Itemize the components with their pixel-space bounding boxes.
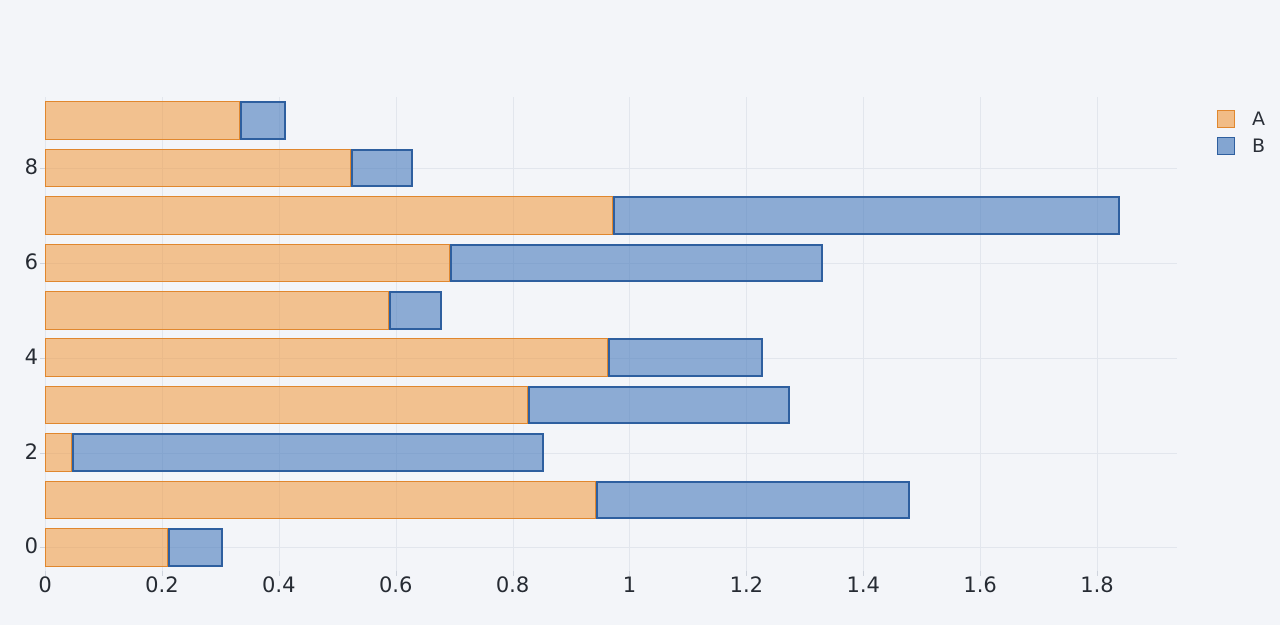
bar-segment-a-cat9 <box>45 101 240 140</box>
x-axis-tick <box>161 571 163 576</box>
y-tick-label: 2 <box>24 439 38 464</box>
bar-segment-b-cat3 <box>527 385 791 425</box>
bar-segment-b-cat1 <box>596 480 910 520</box>
legend-item-a: A <box>1217 107 1265 130</box>
x-tick-label: 1.6 <box>963 573 997 597</box>
y-axis-tick <box>40 357 45 359</box>
bar-segment-a-cat3 <box>45 385 528 425</box>
gridline-vertical <box>395 97 397 571</box>
bar-segment-b-cat4 <box>608 338 763 377</box>
x-axis-tick <box>1096 571 1098 576</box>
x-tick-label: 0.6 <box>378 573 413 597</box>
y-axis-tick <box>40 168 45 170</box>
bar-segment-b-cat5 <box>389 291 443 330</box>
legend-label-b: B <box>1252 134 1266 157</box>
legend-swatch-b-icon <box>1217 136 1235 155</box>
x-axis-tick <box>512 571 514 576</box>
y-tick-label: 6 <box>24 249 38 274</box>
plot-area <box>45 97 1177 571</box>
bar-segment-b-cat9 <box>239 101 286 140</box>
gridline-vertical <box>863 97 865 571</box>
x-tick-label: 1 <box>622 573 637 597</box>
gridline-vertical <box>278 97 280 571</box>
bar-segment-b-cat7 <box>613 196 1120 235</box>
bar-segment-a-cat7 <box>45 196 614 235</box>
bar-segment-a-cat8 <box>45 148 352 188</box>
x-axis-tick <box>746 571 748 576</box>
gridline-vertical <box>746 97 748 571</box>
bar-segment-a-cat2 <box>45 433 72 472</box>
gridline-vertical <box>512 97 514 571</box>
x-axis-tick <box>45 571 46 576</box>
legend: A B <box>1217 107 1266 163</box>
bar-segment-a-cat0 <box>45 528 169 567</box>
x-axis-tick <box>395 571 397 576</box>
y-axis-tick <box>40 262 45 264</box>
legend-label-a: A <box>1252 107 1265 130</box>
gridline-vertical <box>629 97 631 571</box>
x-tick-label: 1.8 <box>1080 573 1114 597</box>
gridline-vertical <box>980 97 982 571</box>
x-tick-label: 1.2 <box>729 573 763 597</box>
bar-segment-a-cat5 <box>45 291 390 330</box>
y-tick-label: 8 <box>24 155 38 180</box>
x-axis-tick <box>863 571 865 576</box>
bar-segment-b-cat8 <box>351 148 413 188</box>
x-tick-label: 0.8 <box>495 573 530 597</box>
gridline-vertical <box>161 97 163 571</box>
bar-segment-b-cat2 <box>71 433 545 472</box>
legend-swatch-a-icon <box>1217 109 1235 128</box>
bar-segment-a-cat6 <box>45 243 450 283</box>
x-tick-label: 0.4 <box>262 573 296 597</box>
gridline-horizontal <box>45 168 1177 170</box>
bar-segment-a-cat4 <box>45 338 609 377</box>
gridline-horizontal <box>45 547 1177 549</box>
x-axis-tick <box>278 571 280 576</box>
y-axis-tick <box>40 452 45 454</box>
y-tick-label: 4 <box>24 344 38 369</box>
y-tick-label: 0 <box>24 534 38 559</box>
gridline-vertical <box>45 97 46 571</box>
bar-segment-b-cat0 <box>168 528 224 567</box>
x-axis-tick <box>629 571 631 576</box>
x-tick-label: 0 <box>38 573 52 597</box>
legend-item-b: B <box>1217 134 1266 157</box>
x-tick-label: 0.2 <box>145 573 179 597</box>
y-axis-tick <box>40 547 45 549</box>
gridline-vertical <box>1096 97 1098 571</box>
gridline-horizontal <box>45 452 1177 454</box>
bar-segment-a-cat1 <box>45 480 597 520</box>
bar-segment-b-cat6 <box>449 243 823 283</box>
x-tick-label: 1.4 <box>846 573 880 597</box>
x-axis-tick <box>980 571 982 576</box>
